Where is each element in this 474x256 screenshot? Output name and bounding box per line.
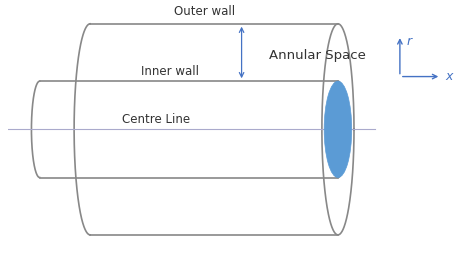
- Text: r: r: [407, 35, 412, 48]
- Text: Inner wall: Inner wall: [141, 65, 199, 78]
- Text: Outer wall: Outer wall: [174, 5, 236, 18]
- Text: Annular Space: Annular Space: [269, 49, 366, 62]
- Ellipse shape: [324, 81, 352, 177]
- Text: x: x: [446, 70, 453, 83]
- Text: Centre Line: Centre Line: [122, 113, 191, 126]
